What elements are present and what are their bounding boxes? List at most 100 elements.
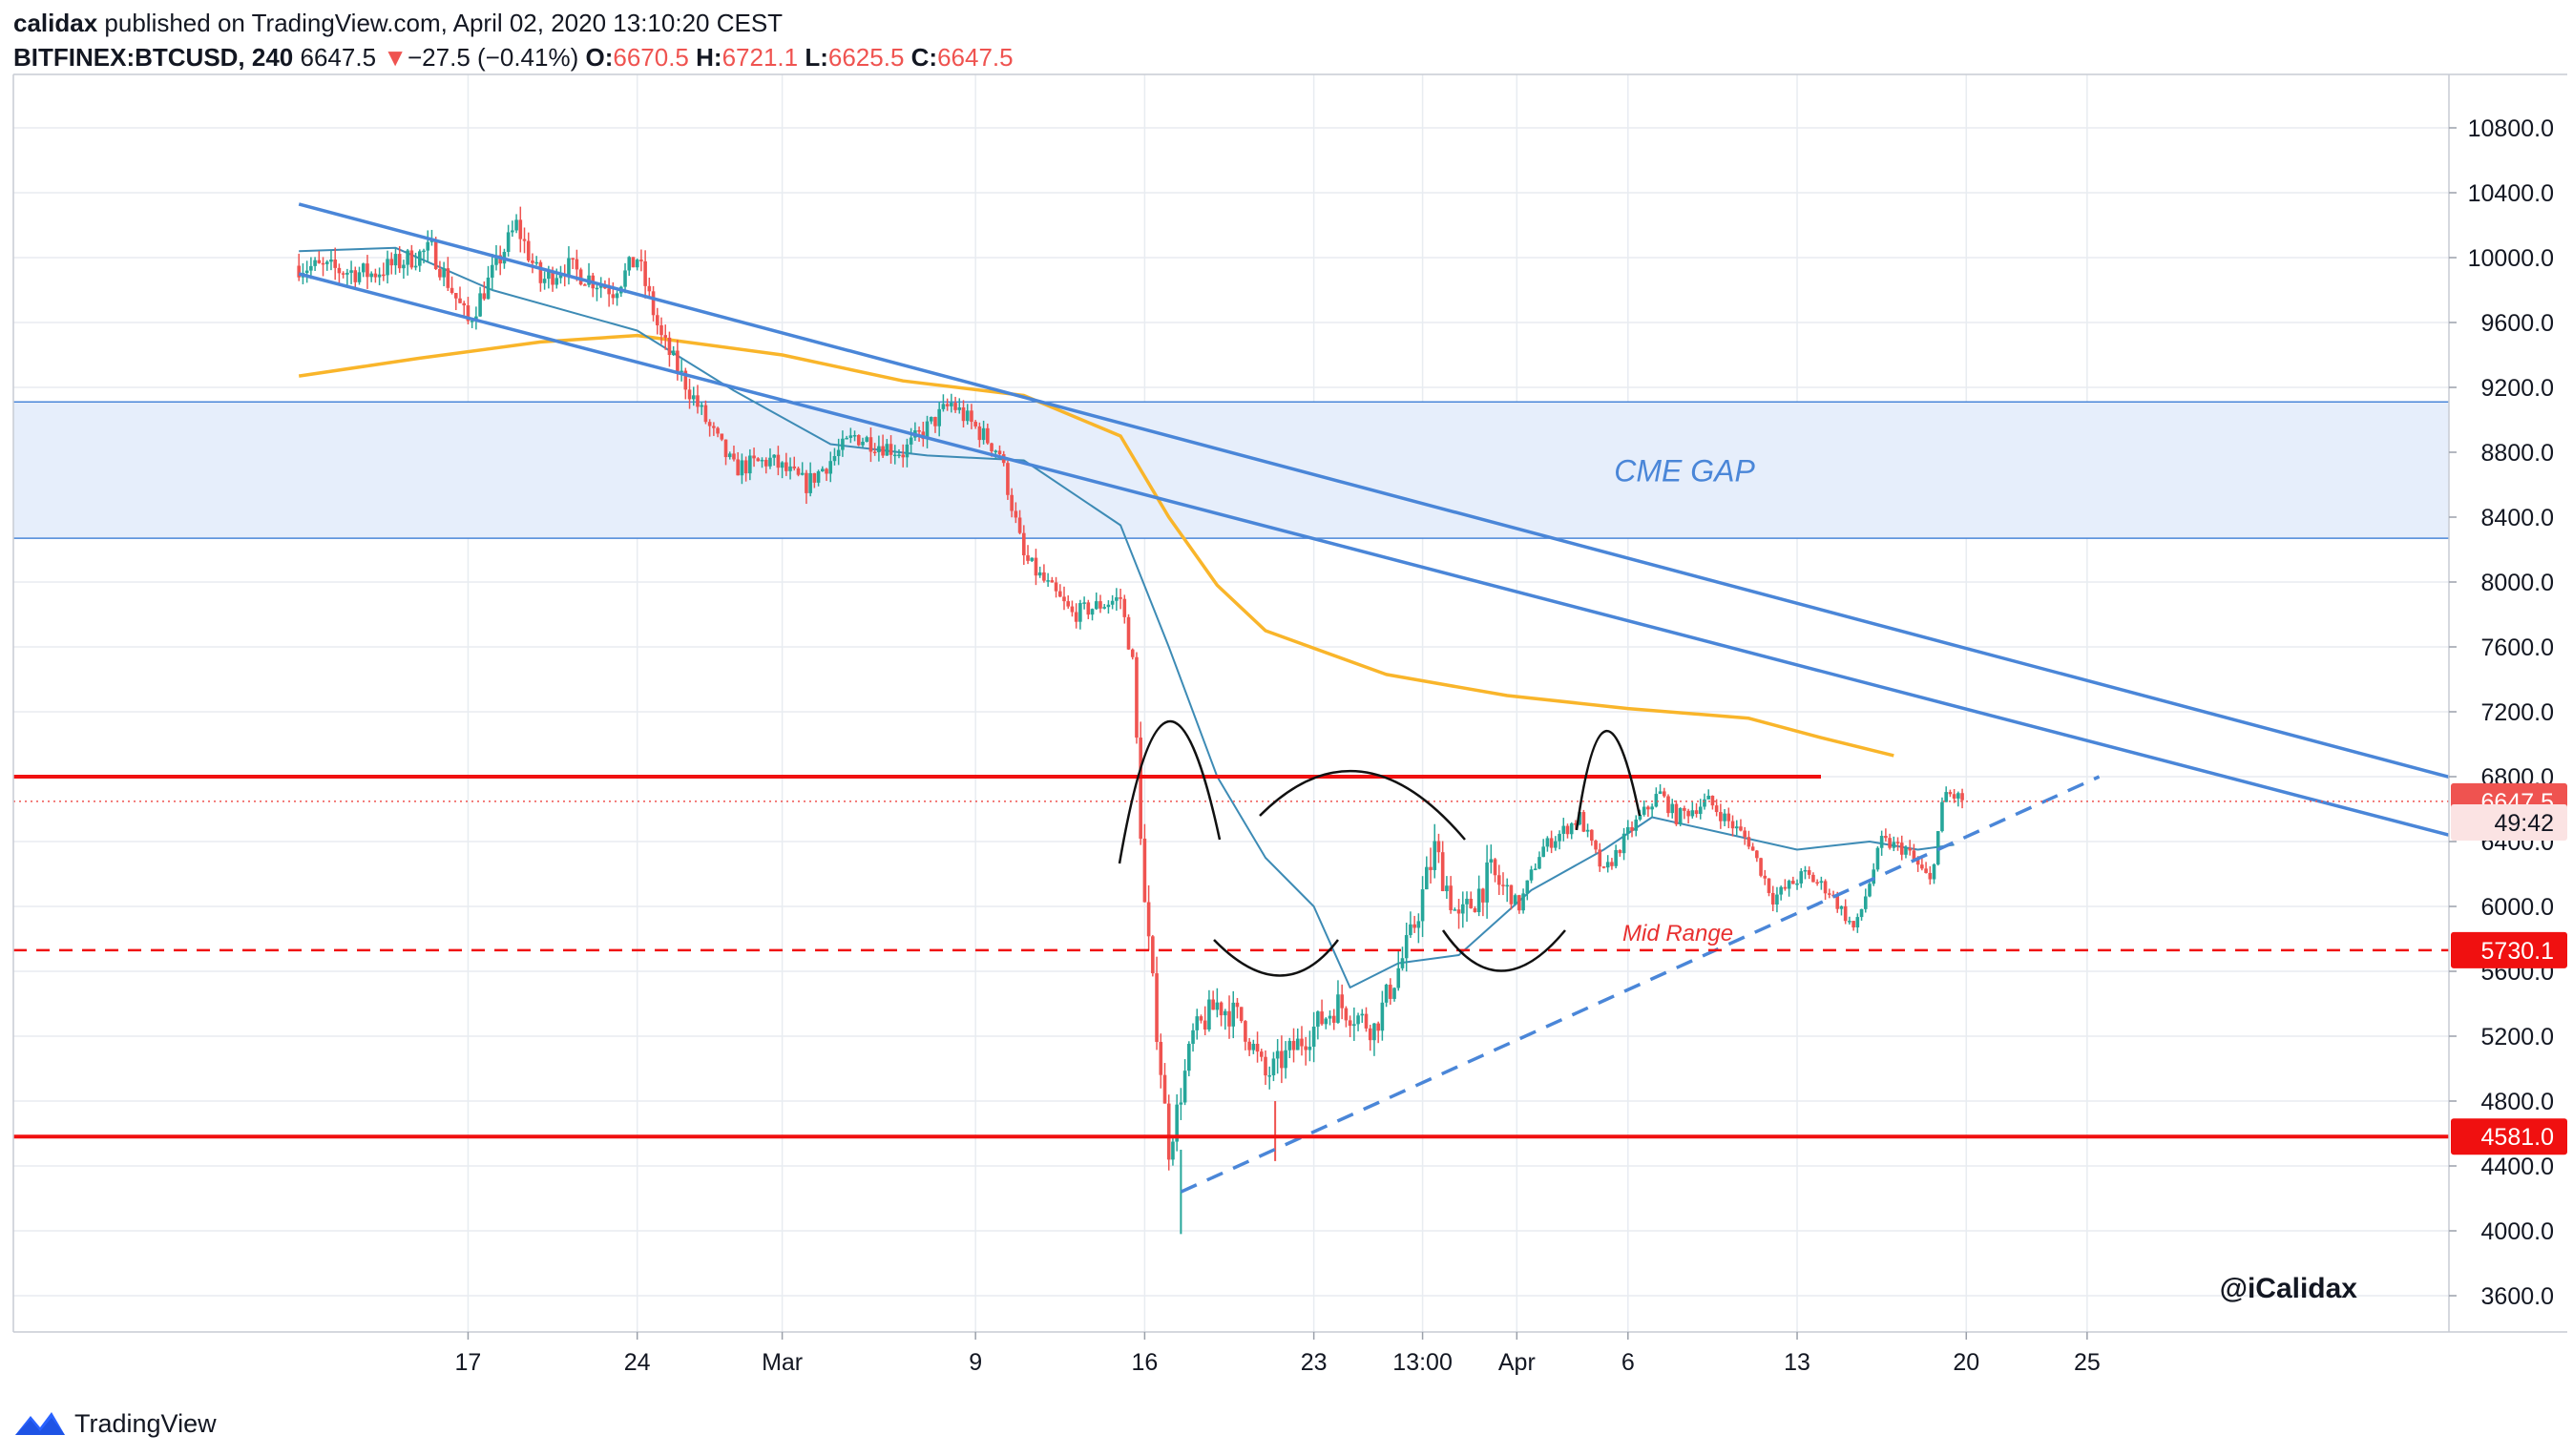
open-value: 6670.5 bbox=[613, 43, 689, 72]
candle-body bbox=[453, 293, 458, 299]
change-arrow-icon: ▼ bbox=[383, 43, 408, 72]
candle-body bbox=[1135, 656, 1139, 738]
change-value: −27.5 (−0.41%) bbox=[408, 43, 579, 72]
candle-body bbox=[369, 273, 373, 278]
candle-body bbox=[353, 270, 358, 282]
candle-body bbox=[929, 417, 933, 422]
candle-body bbox=[676, 350, 680, 372]
candle-body bbox=[845, 437, 848, 440]
time-axis[interactable]: 17 24 Mar 9 16 23 13:00 Apr 6 13 20 25 bbox=[455, 1332, 2101, 1376]
price-axis[interactable]: 3600.04000.04400.04800.05200.05600.06000… bbox=[2449, 115, 2567, 1310]
candle-body bbox=[792, 466, 797, 468]
candle-body bbox=[1324, 1018, 1328, 1025]
candle-body bbox=[438, 268, 442, 278]
candle-body bbox=[1433, 841, 1437, 870]
candle-body bbox=[1034, 557, 1038, 576]
candle-body bbox=[1264, 1056, 1267, 1076]
candle-body bbox=[462, 302, 467, 306]
candle-body bbox=[458, 298, 462, 303]
candle-body bbox=[1046, 580, 1050, 582]
candle-body bbox=[1368, 1028, 1372, 1041]
candle-body bbox=[816, 470, 821, 483]
candle-body bbox=[1734, 826, 1739, 829]
candle-body bbox=[1182, 1071, 1187, 1103]
candle-body bbox=[1191, 1030, 1195, 1044]
candle-body bbox=[760, 459, 764, 462]
candle-body bbox=[635, 260, 639, 268]
candle-body bbox=[970, 410, 973, 423]
tradingview-logo-icon[interactable] bbox=[13, 1406, 67, 1441]
time-axis-label: 25 bbox=[2074, 1349, 2101, 1376]
candle-body bbox=[671, 350, 676, 356]
candle-body bbox=[892, 454, 897, 457]
candle-body bbox=[1489, 859, 1494, 863]
candle-body bbox=[1070, 606, 1075, 613]
candle-body bbox=[615, 293, 619, 299]
candle-body bbox=[1215, 1002, 1220, 1010]
candle-body bbox=[659, 324, 663, 336]
candle-body bbox=[643, 260, 647, 286]
candle-body bbox=[1662, 791, 1666, 797]
candle-body bbox=[1755, 850, 1759, 859]
mid-range-tag-bg bbox=[2451, 931, 2567, 968]
trendline-lower-channel[interactable] bbox=[298, 272, 2573, 899]
candle-body bbox=[881, 446, 885, 456]
candle-body bbox=[953, 403, 957, 410]
candle-body bbox=[1057, 591, 1062, 597]
candle-body bbox=[1360, 1013, 1365, 1016]
candle-body bbox=[655, 315, 659, 325]
grid bbox=[13, 74, 2449, 1332]
symbol-label[interactable]: BITFINEX:BTCUSD, 240 bbox=[13, 43, 294, 72]
trendline-ascending-support[interactable] bbox=[1180, 775, 2101, 1194]
candle-body bbox=[1783, 886, 1788, 889]
candle-body bbox=[442, 268, 446, 278]
candle-body bbox=[317, 260, 322, 263]
candle-body bbox=[1295, 1038, 1300, 1050]
candle-body bbox=[1469, 898, 1474, 908]
candle-body bbox=[1875, 847, 1880, 870]
candle-body bbox=[382, 274, 386, 277]
candle-body bbox=[1601, 866, 1606, 868]
author-name[interactable]: calidax bbox=[13, 9, 98, 37]
candle-body bbox=[1690, 810, 1695, 817]
candle-body bbox=[885, 444, 889, 456]
price-axis-label: 4400.0 bbox=[2481, 1154, 2554, 1180]
trendline-upper-channel[interactable] bbox=[298, 202, 2573, 842]
candle-body bbox=[1440, 852, 1445, 892]
candle-body bbox=[433, 239, 438, 269]
candle-body bbox=[494, 255, 498, 265]
candle-body bbox=[518, 219, 523, 239]
tradingview-brand[interactable]: TradingView bbox=[74, 1408, 217, 1438]
candle-body bbox=[534, 261, 538, 264]
candle-body bbox=[413, 265, 418, 268]
candle-body bbox=[872, 451, 877, 453]
price-axis-label: 4000.0 bbox=[2481, 1218, 2554, 1245]
candle-body bbox=[450, 287, 454, 294]
candle-body bbox=[1456, 909, 1461, 914]
candle-body bbox=[1574, 822, 1578, 825]
candle-body bbox=[571, 258, 575, 260]
candle-body bbox=[482, 293, 487, 300]
candle-body bbox=[1529, 869, 1534, 881]
candle-body bbox=[1815, 882, 1819, 884]
candle-body bbox=[575, 259, 579, 270]
candle-body bbox=[1416, 921, 1421, 928]
candle-body bbox=[868, 437, 873, 452]
candle-body bbox=[1594, 841, 1598, 850]
price-axis-label: 8800.0 bbox=[2481, 440, 2554, 467]
candle-body bbox=[1884, 836, 1888, 839]
candle-body bbox=[1106, 604, 1111, 608]
candle-body bbox=[990, 443, 994, 451]
candle-body bbox=[1924, 868, 1928, 873]
candle-body bbox=[1565, 825, 1570, 835]
candle-body bbox=[1541, 846, 1545, 858]
candle-body bbox=[406, 250, 409, 265]
candle-body bbox=[1915, 859, 1920, 865]
candle-body bbox=[877, 446, 881, 452]
candle-body bbox=[680, 370, 683, 373]
candle-body bbox=[1187, 1043, 1191, 1071]
candle-body bbox=[611, 294, 616, 299]
candle-body bbox=[1674, 803, 1679, 824]
candle-body bbox=[1481, 888, 1485, 903]
